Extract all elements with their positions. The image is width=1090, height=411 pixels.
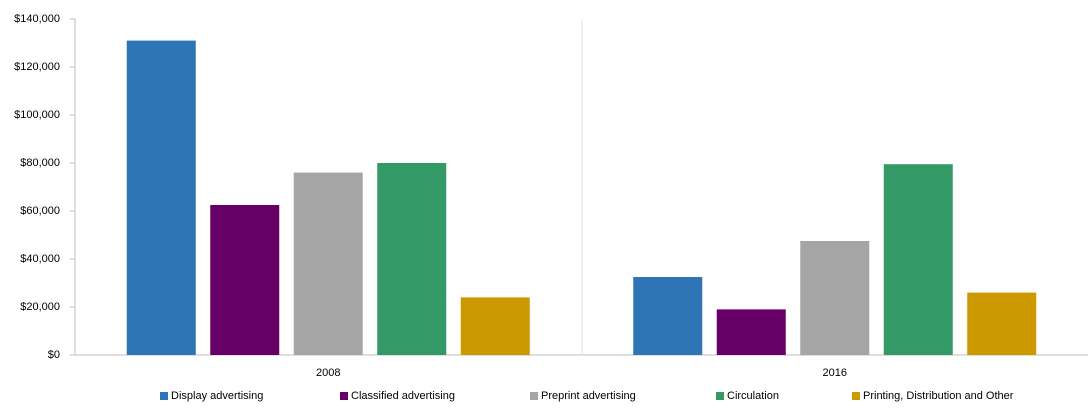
bar	[460, 297, 530, 355]
legend-swatch	[160, 392, 168, 400]
bar	[293, 172, 363, 355]
y-tick-label: $140,000	[14, 13, 60, 25]
y-tick-label: $80,000	[20, 157, 60, 169]
y-tick-label: $60,000	[20, 205, 60, 217]
bar	[800, 241, 870, 355]
x-tick-label: 2016	[823, 367, 847, 379]
y-tick-label: $120,000	[14, 61, 60, 73]
bar	[967, 292, 1037, 355]
bar	[210, 205, 280, 355]
legend-label: Circulation	[727, 390, 779, 402]
legend-swatch	[340, 392, 348, 400]
bar	[377, 163, 447, 355]
y-tick-label: $0	[48, 349, 60, 361]
legend-label: Classified advertising	[351, 390, 455, 402]
bar	[883, 164, 953, 355]
bar	[716, 309, 786, 355]
legend-swatch	[530, 392, 538, 400]
bar	[633, 277, 703, 355]
y-tick-label: $40,000	[20, 253, 60, 265]
y-tick-label: $20,000	[20, 301, 60, 313]
y-tick-label: $100,000	[14, 109, 60, 121]
bar	[126, 40, 196, 355]
legend-swatch	[852, 392, 860, 400]
x-tick-label: 2008	[316, 367, 340, 379]
legend-label: Display advertising	[171, 390, 263, 402]
legend-label: Printing, Distribution and Other	[863, 390, 1014, 402]
legend-label: Preprint advertising	[541, 390, 636, 402]
legend-swatch	[716, 392, 724, 400]
